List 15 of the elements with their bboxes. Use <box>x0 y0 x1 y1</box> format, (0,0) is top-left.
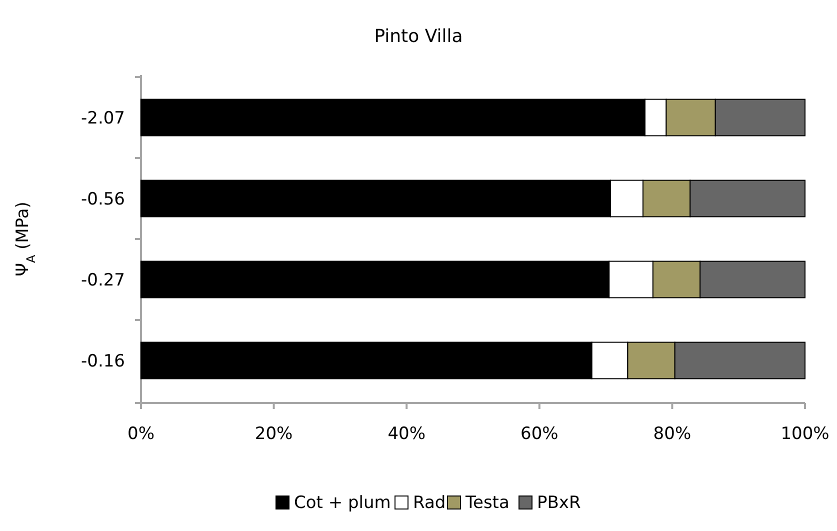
x-tick-label: 100% <box>780 424 830 444</box>
y-tick-label: -2.07 <box>81 108 125 128</box>
y-tick-label: -0.56 <box>81 189 125 210</box>
legend-label: Rad <box>413 493 446 513</box>
x-tick-label: 40% <box>388 424 426 444</box>
x-tick-label: 60% <box>520 424 558 444</box>
legend-label: Cot + plum <box>294 493 391 513</box>
legend-label: PBxR <box>537 493 581 513</box>
x-tick-label: 20% <box>254 424 293 444</box>
chart-title: Pinto Villa <box>374 26 463 47</box>
x-tick-label: 0% <box>128 424 154 444</box>
x-tick-label: 80% <box>653 424 692 444</box>
legend-label: Testa <box>464 493 510 513</box>
y-tick-label: -0.16 <box>81 351 125 372</box>
y-tick-label: -0.27 <box>81 270 125 290</box>
